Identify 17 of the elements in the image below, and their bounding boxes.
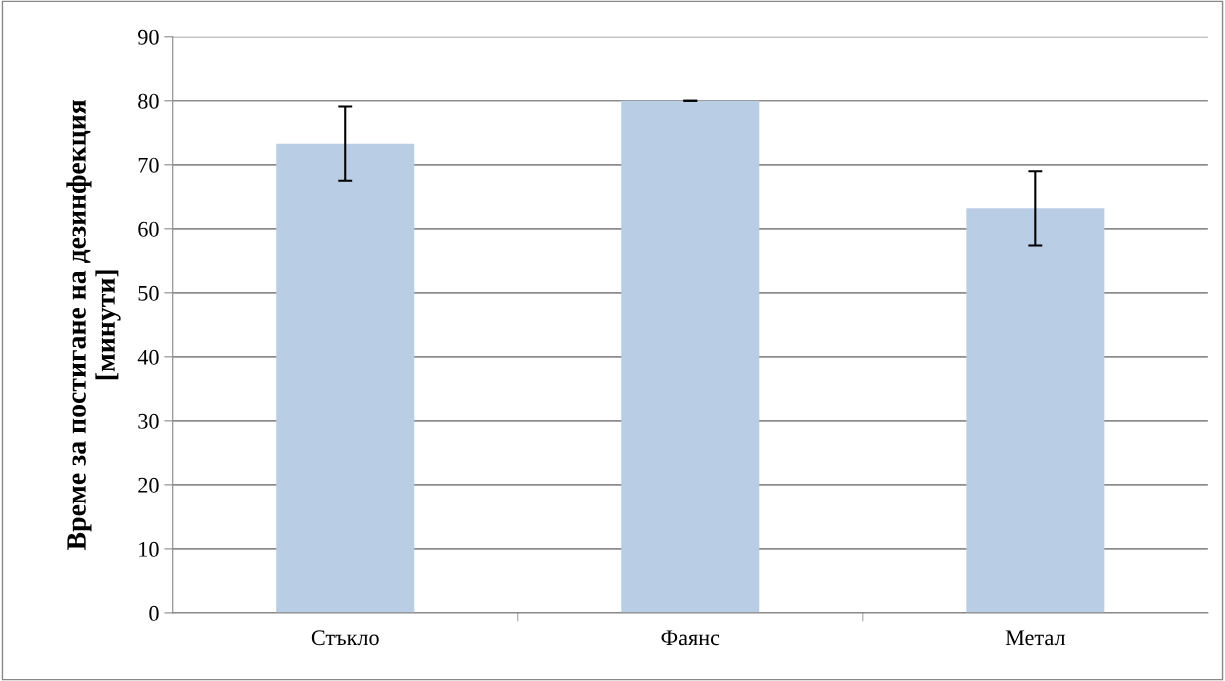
x-tick-label: Стъкло <box>311 630 379 646</box>
bar <box>966 208 1105 613</box>
x-tick-label: Фаянс <box>661 630 720 646</box>
y-tick-label: 10 <box>139 541 159 557</box>
y-tick-label: 80 <box>138 93 159 109</box>
y-axis-title: Време за постигане на дезинфекция [минути] <box>66 100 121 550</box>
y-tick-label: 20 <box>138 477 159 493</box>
y-tick-label: 30 <box>138 413 159 429</box>
y-tick-label: 40 <box>137 349 159 365</box>
y-tick-label: 70 <box>138 157 159 173</box>
y-tick-label: 90 <box>138 29 159 45</box>
bar <box>621 100 760 613</box>
x-tick-label: Метал <box>1005 630 1066 646</box>
bar <box>276 143 415 613</box>
y-tick-label: 50 <box>138 285 159 301</box>
y-tick-label: 60 <box>138 221 159 237</box>
y-tick-label: 0 <box>149 605 159 621</box>
